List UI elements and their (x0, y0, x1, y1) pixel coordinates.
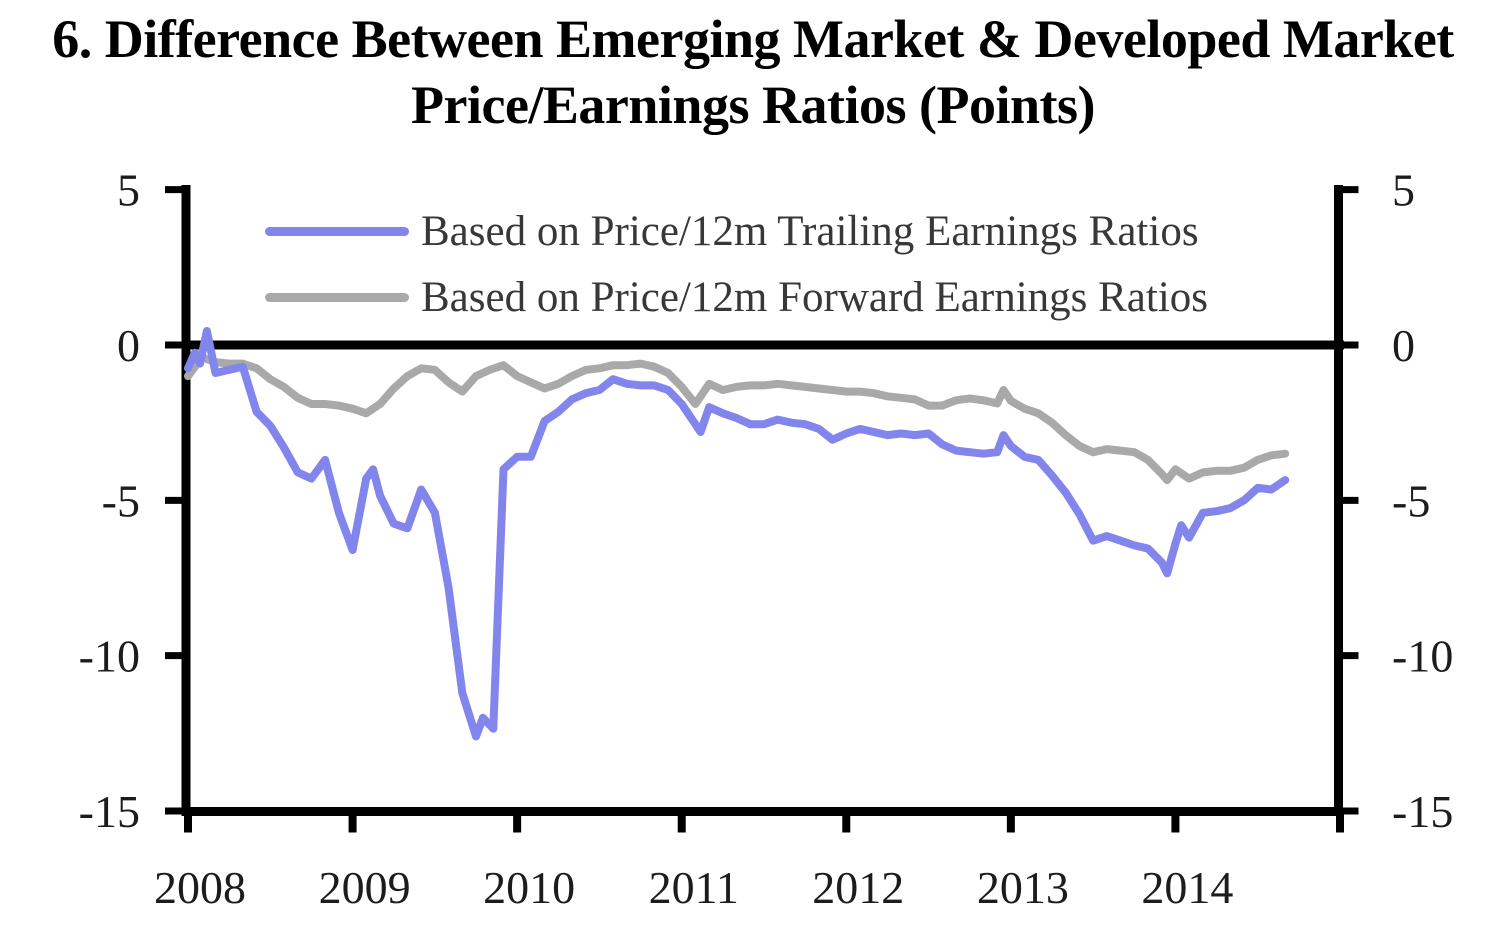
x-tick-label-2012: 2012 (812, 862, 904, 913)
legend-item-trailing: Based on Price/12m Trailing Earnings Rat… (265, 207, 1208, 255)
x-tick-label-2008: 2008 (154, 862, 246, 913)
legend-label-trailing: Based on Price/12m Trailing Earnings Rat… (421, 207, 1199, 255)
y-tick-label-right--5: -5 (1392, 475, 1430, 526)
page-title-line1: 6. Difference Between Emerging Market & … (52, 9, 1454, 69)
x-tick-label-2009: 2009 (319, 862, 411, 913)
x-tick-label-2010: 2010 (483, 862, 575, 913)
legend-item-forward: Based on Price/12m Forward Earnings Rati… (265, 273, 1209, 321)
y-tick-label-right--15: -15 (1392, 786, 1453, 837)
page-title-line2: Price/Earnings Ratios (Points) (411, 75, 1095, 135)
y-tick-label-left--10: -10 (79, 631, 140, 682)
x-tick-label-2011: 2011 (649, 862, 739, 913)
forward-line-swatch-icon (265, 292, 409, 302)
y-tick-label-left--5: -5 (102, 475, 140, 526)
series-line-trailing (184, 327, 1290, 741)
y-tick-label-right--10: -10 (1392, 631, 1453, 682)
series-line-forward (184, 353, 1290, 485)
y-tick-label-left-0: 0 (117, 320, 140, 371)
x-tick-label-2014: 2014 (1141, 862, 1233, 913)
y-tick-label-left-5: 5 (117, 165, 140, 216)
chart-legend: Based on Price/12m Trailing Earnings Rat… (265, 207, 1209, 341)
y-tick-label-right-5: 5 (1392, 165, 1415, 216)
page-title: 6. Difference Between Emerging Market & … (0, 6, 1506, 138)
legend-label-forward: Based on Price/12m Forward Earnings Rati… (421, 273, 1209, 321)
y-tick-label-right-0: 0 (1392, 320, 1415, 371)
y-tick-label-left--15: -15 (79, 786, 140, 837)
trailing-line-swatch-icon (265, 226, 409, 236)
x-tick-label-2013: 2013 (977, 862, 1069, 913)
